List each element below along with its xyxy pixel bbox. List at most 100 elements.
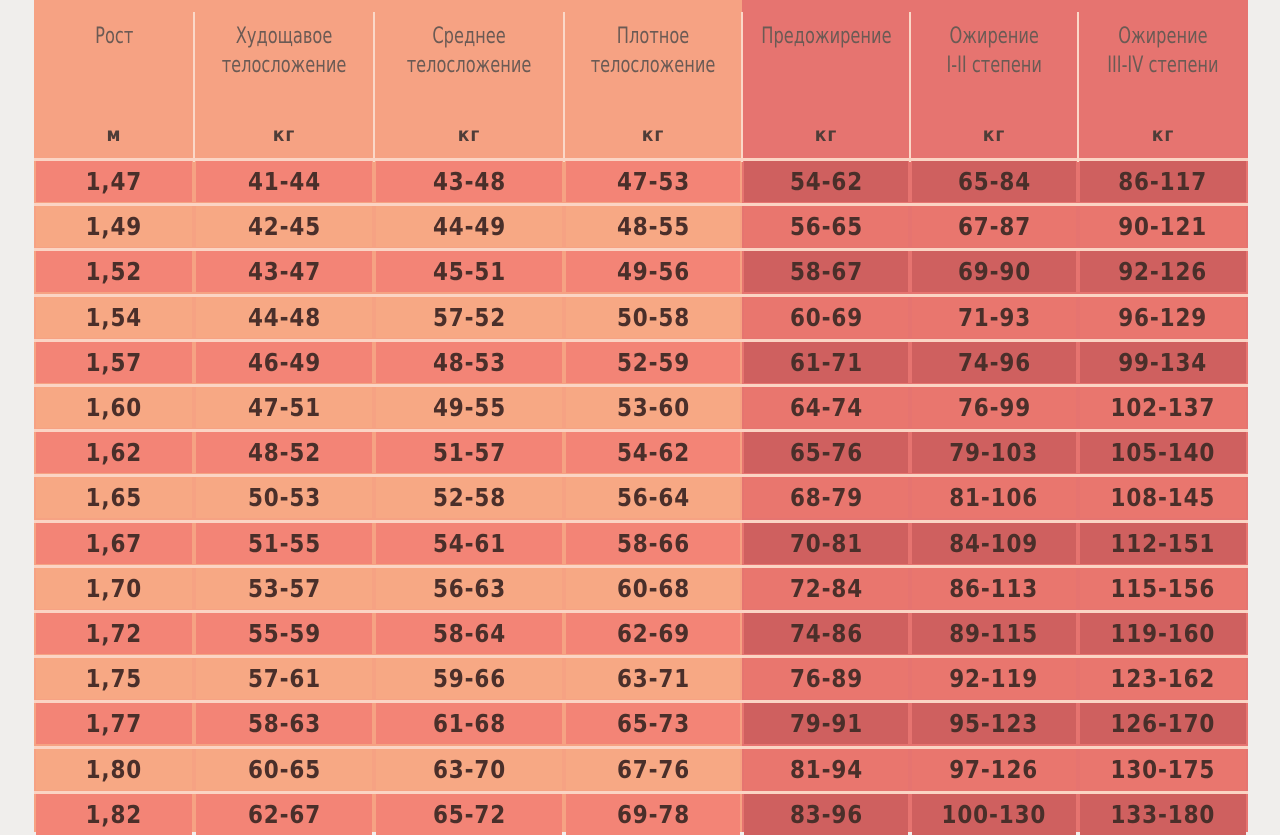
table-cell: 123-162 [1080, 658, 1246, 700]
table-cell: 68-79 [744, 477, 908, 519]
table-cell: 65-73 [566, 703, 740, 745]
table-cell: 1,77 [36, 703, 192, 745]
table-cell-value: 47-53 [616, 167, 690, 196]
table-row: 1,49 42-45 44-49 48-55 56-65 67-87 90-121 [34, 206, 1248, 248]
table-cell-value: 54-62 [789, 167, 863, 196]
column-header-unit: кг [457, 124, 481, 146]
table-cell: 72-84 [744, 567, 908, 609]
table-cell: 41-44 [196, 161, 372, 202]
table-cell-value: 1,60 [85, 393, 143, 422]
column-header-title: Худощавое телосложение [222, 22, 347, 80]
table-cell-value: 51-55 [247, 528, 321, 558]
table-cell: 79-103 [912, 432, 1076, 474]
table-cell-value: 56-65 [789, 212, 863, 242]
table-cell: 126-170 [1080, 703, 1246, 745]
table-cell-value: 92-126 [1118, 257, 1208, 287]
table-cell-value: 65-72 [432, 799, 506, 829]
table-cell-value: 62-67 [247, 799, 321, 829]
row-divider [34, 384, 1248, 387]
row-divider [34, 474, 1248, 478]
table-cell: 61-68 [376, 703, 562, 745]
column-header-title: Предожирение [761, 22, 891, 51]
table-cell: 102-137 [1080, 387, 1246, 428]
table-cell-value: 1,72 [85, 619, 143, 648]
column-header-2: Среднее телосложение кг [374, 0, 564, 160]
table-row: 1,77 58-63 61-68 65-73 79-91 95-123 126-170 [34, 703, 1248, 745]
table-cell: 108-145 [1080, 477, 1246, 519]
table-row: 1,80 60-65 63-70 67-76 81-94 97-126 130-175 [34, 748, 1248, 790]
row-divider [34, 655, 1248, 659]
table-cell: 58-66 [566, 522, 740, 564]
table-cell: 64-74 [744, 387, 908, 428]
table-cell-value: 70-81 [789, 528, 863, 558]
table-cell-value: 58-67 [789, 257, 863, 287]
table-cell-value: 58-64 [432, 619, 506, 648]
table-cell: 58-63 [196, 703, 372, 745]
table-cell-value: 53-57 [247, 573, 321, 603]
table-cell: 57-52 [376, 296, 562, 338]
table-cell-value: 126-170 [1110, 709, 1216, 739]
table-cell-value: 119-160 [1110, 619, 1216, 648]
table-cell-value: 86-113 [949, 573, 1039, 603]
table-cell-value: 81-106 [949, 483, 1039, 513]
table-cell-value: 44-49 [432, 212, 506, 242]
table-cell-value: 56-63 [432, 573, 506, 603]
table-cell: 48-55 [566, 206, 740, 248]
table-cell-value: 123-162 [1110, 664, 1216, 694]
table-cell: 71-93 [912, 296, 1076, 338]
column-header-unit: кг [982, 124, 1006, 146]
table-cell-value: 48-52 [247, 438, 321, 468]
column-header-title-line: Плотное [616, 24, 690, 49]
column-header-title-line: Ожирение [949, 24, 1039, 49]
table-row: 1,47 41-44 43-48 47-53 54-62 65-84 86-117 [34, 161, 1248, 202]
table-cell: 65-72 [376, 793, 562, 835]
row-divider [34, 158, 1248, 161]
table-cell-value: 52-59 [616, 347, 690, 377]
column-header-title: Среднее телосложение [407, 22, 532, 80]
table-cell-value: 99-134 [1118, 347, 1208, 377]
column-header-title-line: III-IV степени [1107, 53, 1219, 78]
table-cell-value: 60-68 [616, 573, 690, 603]
table-cell-value: 61-71 [789, 347, 863, 377]
table-cell-value: 61-68 [432, 709, 506, 739]
table-cell-value: 1,77 [85, 709, 143, 739]
table-cell: 63-70 [376, 748, 562, 790]
table-cell-value: 112-151 [1110, 528, 1216, 558]
table-row: 1,82 62-67 65-72 69-78 83-96 100-130 133-180 [34, 793, 1248, 835]
table-cell: 1,70 [36, 567, 192, 609]
table-cell-value: 1,82 [85, 799, 143, 829]
table-cell-value: 65-76 [789, 438, 863, 468]
table-cell-value: 115-156 [1110, 573, 1216, 603]
table-cell: 1,60 [36, 387, 192, 428]
table-row: 1,70 53-57 56-63 60-68 72-84 86-113 115-156 [34, 567, 1248, 609]
table-cell: 43-47 [196, 251, 372, 293]
column-header-0: Рост м [34, 0, 194, 160]
table-cell: 43-48 [376, 161, 562, 202]
table-row: 1,52 43-47 45-51 49-56 58-67 69-90 92-126 [34, 251, 1248, 293]
table-cell: 65-76 [744, 432, 908, 474]
table-cell-value: 53-60 [616, 393, 690, 422]
table-row: 1,72 55-59 58-64 62-69 74-86 89-115 119-160 [34, 613, 1248, 654]
row-divider [34, 700, 1248, 704]
column-header-title: Плотное телосложение [591, 22, 716, 80]
table-cell-value: 58-63 [247, 709, 321, 739]
table-cell-value: 90-121 [1118, 212, 1208, 242]
table-cell-value: 72-84 [789, 573, 863, 603]
table-cell-value: 1,49 [85, 212, 143, 242]
header-divider [193, 12, 195, 162]
column-header-title-line: Ожирение [1118, 24, 1208, 49]
column-header-unit: кг [641, 124, 665, 146]
table-cell-value: 60-69 [789, 302, 863, 332]
weight-height-table: Рост м Худощавое телосложение кг Среднее телос… [34, 0, 1248, 835]
table-row: 1,75 57-61 59-66 63-71 76-89 92-119 123-162 [34, 658, 1248, 700]
table-cell-value: 74-86 [789, 619, 863, 648]
table-cell: 112-151 [1080, 522, 1246, 564]
table-cell-value: 48-55 [616, 212, 690, 242]
table-cell: 50-58 [566, 296, 740, 338]
table-cell: 51-55 [196, 522, 372, 564]
table-cell-value: 86-117 [1118, 167, 1208, 196]
table-cell-value: 51-57 [432, 438, 506, 468]
table-cell: 1,75 [36, 658, 192, 700]
table-cell-value: 79-91 [789, 709, 863, 739]
table-cell: 1,62 [36, 432, 192, 474]
